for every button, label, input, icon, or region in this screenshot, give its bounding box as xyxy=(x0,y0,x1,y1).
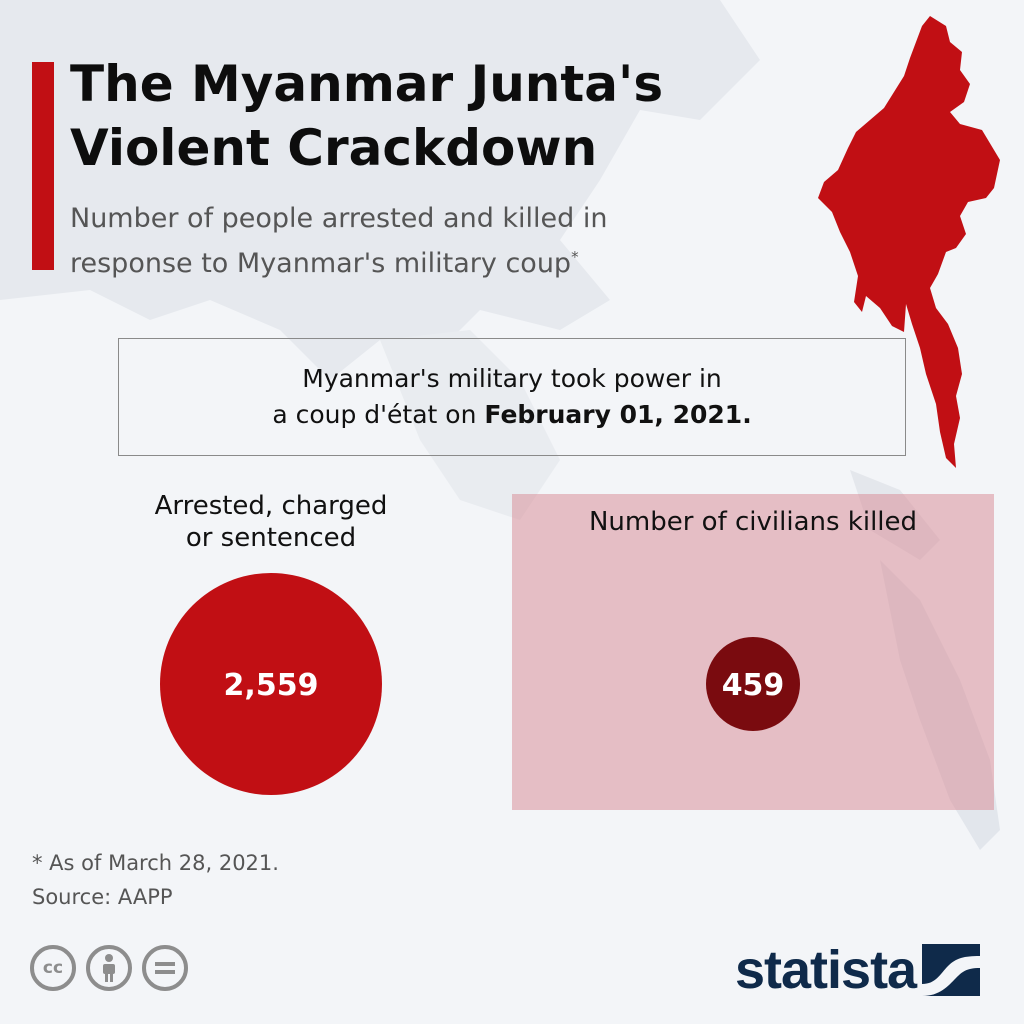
label-arrested-line-1: Arrested, charged xyxy=(154,491,388,521)
statista-logo[interactable]: statista xyxy=(735,938,995,1002)
license-icons: cc xyxy=(30,945,188,991)
note-line-2-prefix: a coup d'état on xyxy=(272,400,485,429)
footnote-block: * As of March 28, 2021. Source: AAPP xyxy=(32,846,279,914)
label-killed: Number of civilians killed xyxy=(588,507,918,537)
note-line-1: Myanmar's military took power in xyxy=(302,364,722,393)
footnote: * As of March 28, 2021. xyxy=(32,851,279,875)
title-line-2: Violent Crackdown xyxy=(70,119,598,177)
coup-date: February 01, 2021. xyxy=(484,400,752,429)
brand-text: statista xyxy=(735,940,917,1000)
coup-note-box: Myanmar's military took power in a coup … xyxy=(118,338,906,456)
page-subtitle: Number of people arrested and killed in … xyxy=(70,200,770,283)
statista-mark-icon xyxy=(922,944,981,996)
title-line-1: The Myanmar Junta's xyxy=(70,55,664,113)
note-line-2: a coup d'état on February 01, 2021. xyxy=(272,397,751,433)
label-arrested-line-2: or sentenced xyxy=(185,523,357,553)
subtitle-line-2: response to Myanmar's military coup xyxy=(70,248,572,279)
page-title: The Myanmar Junta's Violent Crackdown xyxy=(70,52,770,180)
title-accent-bar xyxy=(32,62,54,270)
subtitle-footnote-mark: * xyxy=(571,248,579,266)
attribution-icon[interactable] xyxy=(86,945,132,991)
no-derivatives-icon[interactable] xyxy=(142,945,188,991)
killed-panel xyxy=(512,494,994,810)
source-label: Source: AAPP xyxy=(32,885,173,909)
label-arrested: Arrested, charged or sentenced xyxy=(120,490,422,554)
cc-icon[interactable]: cc xyxy=(30,945,76,991)
subtitle-line-1: Number of people arrested and killed in xyxy=(70,203,608,234)
myanmar-map xyxy=(818,16,1000,468)
